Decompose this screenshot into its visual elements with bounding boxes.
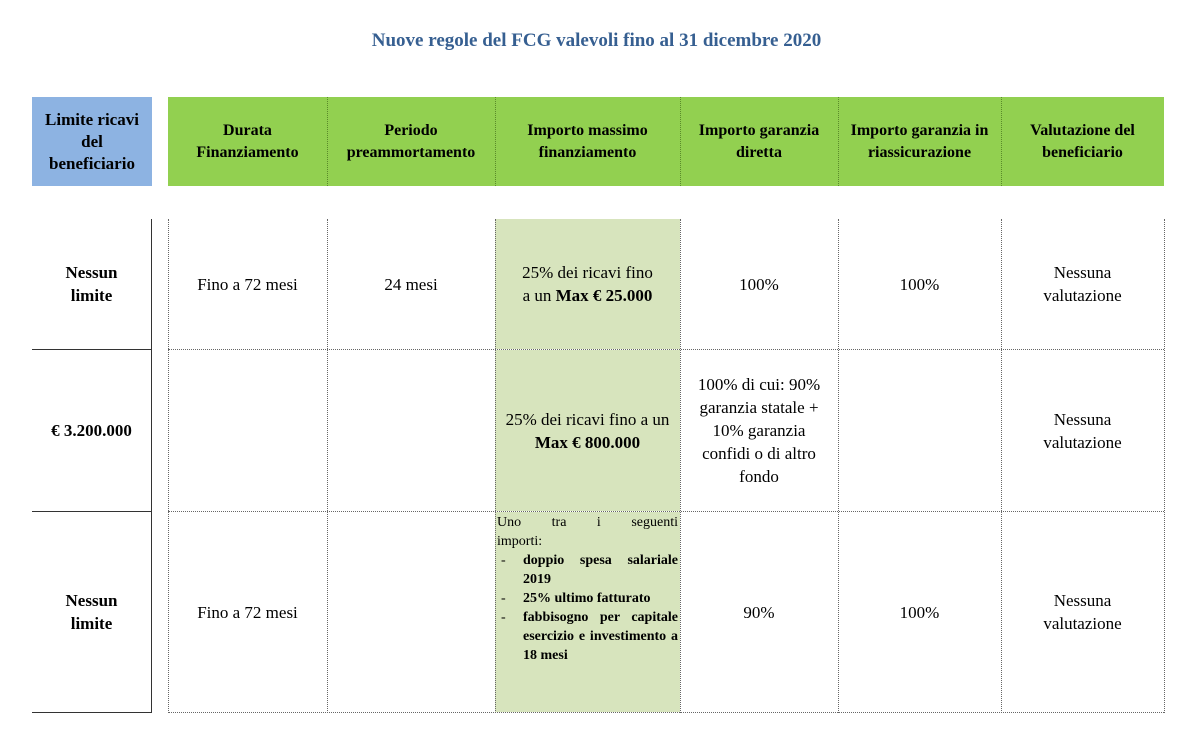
- list-item-text: 25% ultimo fatturato: [523, 591, 651, 606]
- grid-line: [495, 219, 496, 713]
- row3-importo-intro-end: importi:: [497, 534, 543, 549]
- header-separator: [1001, 97, 1002, 186]
- row3-importo-items: - doppio spesa salariale 2019 - 25% ultimo…: [497, 551, 678, 665]
- grid-line: [1164, 219, 1165, 713]
- row1-garanzia-riass: 100%: [899, 274, 940, 294]
- list-item: - 25% ultimo fatturato: [497, 589, 678, 608]
- header-garanzia-riass: Importo garanzia in riassicurazione: [850, 121, 989, 161]
- header-separator: [327, 97, 328, 186]
- list-item: - doppio spesa salariale 2019: [497, 551, 678, 589]
- row2-durata: [168, 350, 327, 511]
- header-durata: Durata Finanziamento: [196, 121, 299, 161]
- grid-line: [32, 712, 151, 713]
- grid-line: [168, 511, 1164, 512]
- row1-importo-text: 25% dei ricavi fino a un: [522, 263, 653, 305]
- row1-limite: Nessun limite: [65, 263, 118, 305]
- list-marker: -: [501, 610, 506, 625]
- shaded-cell: [495, 219, 680, 349]
- list-marker: -: [501, 553, 506, 568]
- header-separator: [680, 97, 681, 186]
- row3-durata: Fino a 72 mesi: [197, 602, 298, 622]
- row1-durata: Fino a 72 mesi: [197, 274, 298, 294]
- list-item-text: doppio spesa salariale 2019: [523, 553, 678, 587]
- row1-periodo: 24 mesi: [384, 274, 438, 294]
- row3-limite: Nessun limite: [65, 591, 118, 633]
- grid-line: [168, 219, 169, 713]
- header-separator: [495, 97, 496, 186]
- shaded-cell: [495, 512, 680, 712]
- grid-line: [680, 219, 681, 713]
- grid-line: [838, 219, 839, 713]
- row2-periodo: [327, 350, 495, 511]
- row2-limite: € 3.200.000: [51, 421, 132, 440]
- row1-garanzia-diretta: 100%: [739, 274, 779, 294]
- row3-importo-intro: Uno tra i seguenti: [497, 515, 678, 530]
- row3-periodo: [327, 512, 495, 712]
- row2-garanzia-riass: [838, 350, 1001, 511]
- grid-line: [327, 219, 328, 713]
- grid-line: [32, 511, 151, 512]
- list-item-text: fabbisogno per capitale esercizio e inve…: [523, 610, 678, 663]
- header-green-bar: [168, 97, 1164, 186]
- row3-valutazione: Nessuna valutazione: [1043, 591, 1122, 633]
- shaded-cell: [495, 350, 680, 511]
- header-valutazione: Valutazione del beneficiario: [1030, 121, 1135, 161]
- row1-importo-max: Max € 25.000: [555, 286, 653, 305]
- row2-importo: 25% dei ricavi fino a un Max € 800.000: [495, 350, 680, 511]
- header-importo-massimo: Importo massimo finanziamento: [527, 121, 648, 161]
- header-limite-ricavi: Limite ricavi del beneficiario: [32, 97, 152, 186]
- grid-line: [168, 349, 1164, 350]
- row3-importo-list: Uno tra i seguenti importi: - doppio spes…: [497, 513, 678, 665]
- list-marker: -: [501, 591, 506, 606]
- page-title: Nuove regole del FCG valevoli fino al 31…: [371, 30, 822, 51]
- row1-importo: 25% dei ricavi fino a un Max € 25.000: [495, 219, 680, 349]
- row2-importo-max: Max € 800.000: [534, 432, 641, 452]
- row3-garanzia-riass: 100%: [899, 602, 940, 622]
- header-garanzia-diretta: Importo garanzia diretta: [698, 121, 820, 161]
- list-item: - fabbisogno per capitale esercizio e inv…: [497, 608, 678, 665]
- header-separator: [838, 97, 839, 186]
- grid-line: [1001, 219, 1002, 713]
- header-periodo: Periodo preammortamento: [346, 121, 476, 161]
- grid-line: [32, 349, 151, 350]
- row2-importo-text: 25% dei ricavi fino a un: [505, 409, 670, 429]
- row1-valutazione: Nessuna valutazione: [1043, 263, 1122, 305]
- grid-line: [168, 712, 1164, 713]
- row3-garanzia-diretta: 90%: [743, 602, 775, 622]
- row2-valutazione: Nessuna valutazione: [1043, 409, 1122, 452]
- row2-garanzia-diretta: 100% di cui: 90% garanzia statale + 10% …: [697, 375, 821, 486]
- grid-line: [151, 219, 152, 713]
